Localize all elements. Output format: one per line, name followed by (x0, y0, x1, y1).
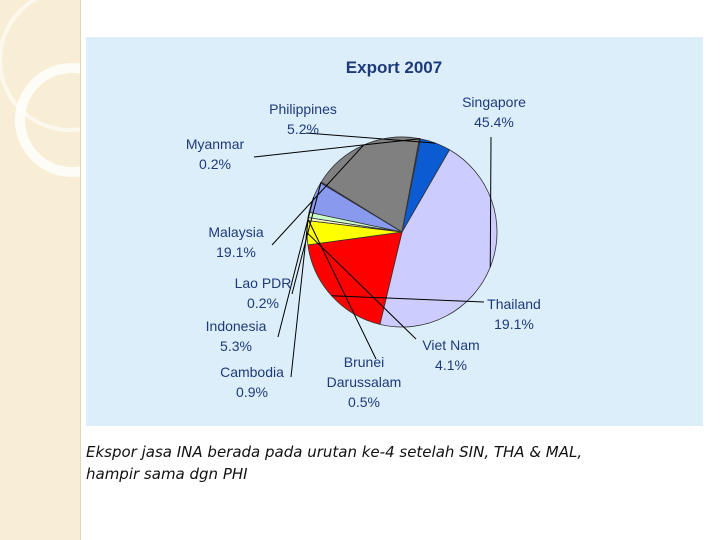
slice-label-philippines: Philippines 5.2% (269, 101, 337, 137)
slice-label-viet-nam: Viet Nam 4.1% (422, 337, 479, 373)
leader-line-singapore (489, 136, 492, 268)
pie-chart: Export 2007 Singapore 45.4% Thailand 19.1%V… (186, 58, 541, 410)
slice-label-malaysia: Malaysia 19.1% (208, 224, 263, 260)
slice-label-cambodia: Cambodia 0.9% (220, 364, 284, 400)
leader-line-malaysia (271, 144, 365, 246)
slice-label-myanmar: Myanmar 0.2% (186, 136, 245, 172)
slice-label-thailand: Thailand 19.1% (487, 296, 541, 332)
leader-line-brunei-darussalam (307, 218, 377, 360)
slide-side-band (0, 0, 81, 540)
leader-line-thailand (331, 295, 485, 303)
slice-label-indonesia: Indonesia 5.3% (206, 318, 267, 354)
slide-caption: Ekspor jasa INA berada pada urutan ke-4 … (86, 441, 686, 485)
leader-line-myanmar (253, 138, 421, 158)
leader-line-lao-pdr (291, 182, 322, 295)
decorative-circles (0, 0, 80, 177)
caption-line-2: hampir sama dgn PHI (86, 465, 248, 483)
leader-line-philippines (305, 132, 436, 144)
chart-panel: Export 2007 Singapore 45.4% Thailand 19.1% V… (86, 37, 703, 426)
slice-label-singapore: Singapore 45.4% (462, 94, 526, 130)
slice-label-lao-pdr: Lao PDR 0.2% (235, 275, 292, 311)
leader-line-indonesia (277, 196, 315, 338)
chart-title: Export 2007 (346, 58, 442, 77)
caption-line-1: Ekspor jasa INA berada pada urutan ke-4 … (86, 443, 583, 461)
slice-label-brunei-darussalam: Brunei Darussalam 0.5% (327, 354, 402, 410)
leader-line-viet-nam (306, 232, 417, 340)
